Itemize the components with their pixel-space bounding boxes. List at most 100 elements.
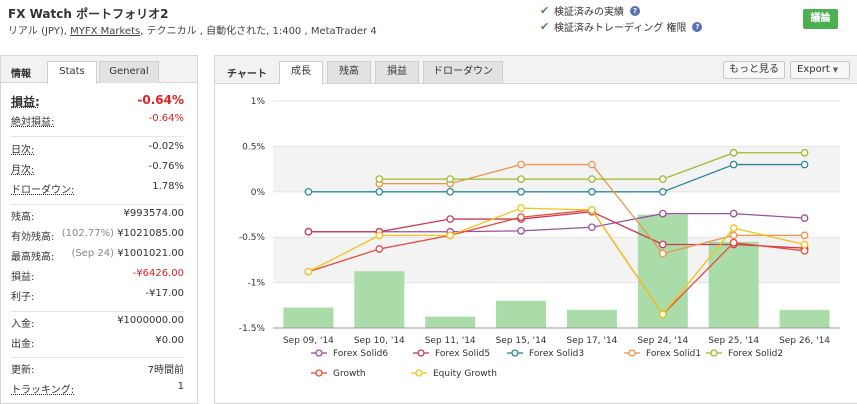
stat-value: ¥1000000.00 <box>117 315 184 326</box>
series-point <box>517 175 525 183</box>
account-type-text: リアル (JPY), <box>8 26 71 37</box>
stat-subvalue: (Sep 24) <box>71 248 114 259</box>
stat-value: 1 <box>178 381 184 392</box>
series-point <box>800 148 809 157</box>
stat-value-text: ¥1001021.00 <box>117 248 184 259</box>
x-tick-label: Sep 10, '14 <box>354 336 405 346</box>
series-point <box>446 231 455 240</box>
series-line <box>308 209 805 316</box>
divider <box>11 357 184 358</box>
series-point <box>517 226 525 235</box>
x-tick-label: Sep 17, '14 <box>566 336 617 346</box>
account-details: リアル (JPY), MYFX Markets, テクニカル , 自動化された,… <box>8 22 377 37</box>
tab-general[interactable]: General <box>99 61 159 83</box>
stat-value: -0.02% <box>149 141 184 152</box>
help-icon[interactable]: ? <box>630 5 640 16</box>
y-tick-label: 1% <box>251 97 266 107</box>
stat-label: 入金: <box>11 319 35 330</box>
check-icon: ✔ <box>540 4 550 17</box>
stat-value-text: 7時間前 <box>147 365 184 376</box>
stat-value-text: -0.64% <box>137 93 184 107</box>
stat-subvalue: (102.77%) <box>61 228 114 239</box>
header: FX Watch ポートフォリオ2 リアル (JPY), MYFX Market… <box>0 0 857 42</box>
stat-label[interactable]: 月次: <box>11 165 35 176</box>
volume-bar <box>354 271 405 328</box>
info-tabbar: 情報 Stats General <box>1 56 197 84</box>
chart-panel: チャート 成長 残高 損益 ドローダウン もっと見る Export ▼ 1% 0.5… <box>214 55 857 404</box>
tab-stats[interactable]: Stats <box>47 61 97 84</box>
page-title: FX Watch ポートフォリオ2 <box>8 7 169 21</box>
tab-growth[interactable]: 成長 <box>279 61 323 84</box>
stat-value: ¥0.00 <box>155 335 184 346</box>
volume-bar <box>708 241 759 328</box>
series-point <box>658 175 667 183</box>
info-section-label: 情報 <box>11 69 31 80</box>
stat-value: -¥17.00 <box>145 288 184 299</box>
series-line <box>308 211 805 249</box>
verified-trading-privileges: ✔ 検証済みトレーディング 権限 ? <box>540 19 703 34</box>
legend-swatch-point <box>417 349 425 357</box>
y-tick-label: 0.5% <box>242 142 265 152</box>
legend-swatch-point <box>315 349 323 357</box>
tab-drawdown[interactable]: ドローダウン <box>423 61 503 83</box>
series-point <box>304 187 313 196</box>
export-label: Export <box>797 64 830 75</box>
legend-label: Equity Growth <box>433 369 497 379</box>
stat-value-text: 1.78% <box>152 181 184 192</box>
broker-link[interactable]: MYFX Markets <box>70 26 141 37</box>
stat-label[interactable]: トラッキング: <box>11 385 75 396</box>
series-point <box>517 187 525 196</box>
series-point <box>375 245 384 253</box>
stat-label[interactable]: 絶対損益: <box>11 117 55 128</box>
help-icon[interactable]: ? <box>692 21 703 32</box>
legend-label: Forex Solid1 <box>646 349 701 359</box>
divider <box>11 311 184 312</box>
legend-label: Forex Solid2 <box>728 349 783 359</box>
series-point <box>446 175 455 183</box>
legend-swatch-point <box>315 369 323 377</box>
series-point <box>517 204 525 212</box>
legend-swatch-point <box>628 349 636 357</box>
legend-label: Forex Solid5 <box>435 349 490 359</box>
legend-swatch-point <box>415 369 423 377</box>
stat-label[interactable]: ドローダウン: <box>11 185 75 196</box>
chart-band <box>273 146 840 192</box>
export-button[interactable]: Export ▼ <box>790 61 850 79</box>
stat-label[interactable]: 日次: <box>11 145 35 156</box>
stat-value: (102.77%) ¥1021085.00 <box>62 228 184 239</box>
verified-track-record: ✔ 検証済みの実績 ? <box>540 3 640 18</box>
more-button[interactable]: もっと見る <box>723 61 785 79</box>
series-point <box>446 187 455 196</box>
check-icon: ✔ <box>540 20 550 33</box>
stat-label: 最高残高: <box>11 252 55 263</box>
volume-bar <box>566 309 617 328</box>
series-point <box>800 160 809 169</box>
y-tick-label: -1.5% <box>239 324 266 334</box>
stat-label[interactable]: 損益: <box>11 95 40 109</box>
stat-value-text: ¥1000000.00 <box>117 315 184 326</box>
chevron-down-icon: ▼ <box>832 66 839 74</box>
legend-swatch-point <box>511 349 519 357</box>
stat-label: 出金: <box>11 339 35 350</box>
stat-value: -¥6426.00 <box>133 268 184 279</box>
series-point <box>729 224 738 232</box>
legend-label: Forex Solid3 <box>529 349 584 359</box>
x-tick-label: Sep 25, '14 <box>708 336 759 346</box>
stat-value: -0.76% <box>149 161 184 172</box>
y-tick-label: -1% <box>247 279 265 289</box>
volume-bar <box>425 316 476 328</box>
series-point <box>800 240 809 249</box>
stat-value: 7時間前 <box>148 361 184 376</box>
series-point <box>729 160 738 169</box>
series-point <box>588 223 596 232</box>
series-point <box>729 238 738 247</box>
series-point <box>658 187 667 196</box>
discussion-button[interactable]: 議論 <box>803 9 838 29</box>
tab-profit[interactable]: 損益 <box>375 61 419 83</box>
stat-value-text: 1 <box>177 381 184 392</box>
series-point <box>375 187 384 196</box>
stat-value-text: -0.64% <box>148 113 184 124</box>
stat-label: 残高: <box>11 212 35 223</box>
tab-balance[interactable]: 残高 <box>327 61 371 83</box>
series-point <box>800 231 809 240</box>
